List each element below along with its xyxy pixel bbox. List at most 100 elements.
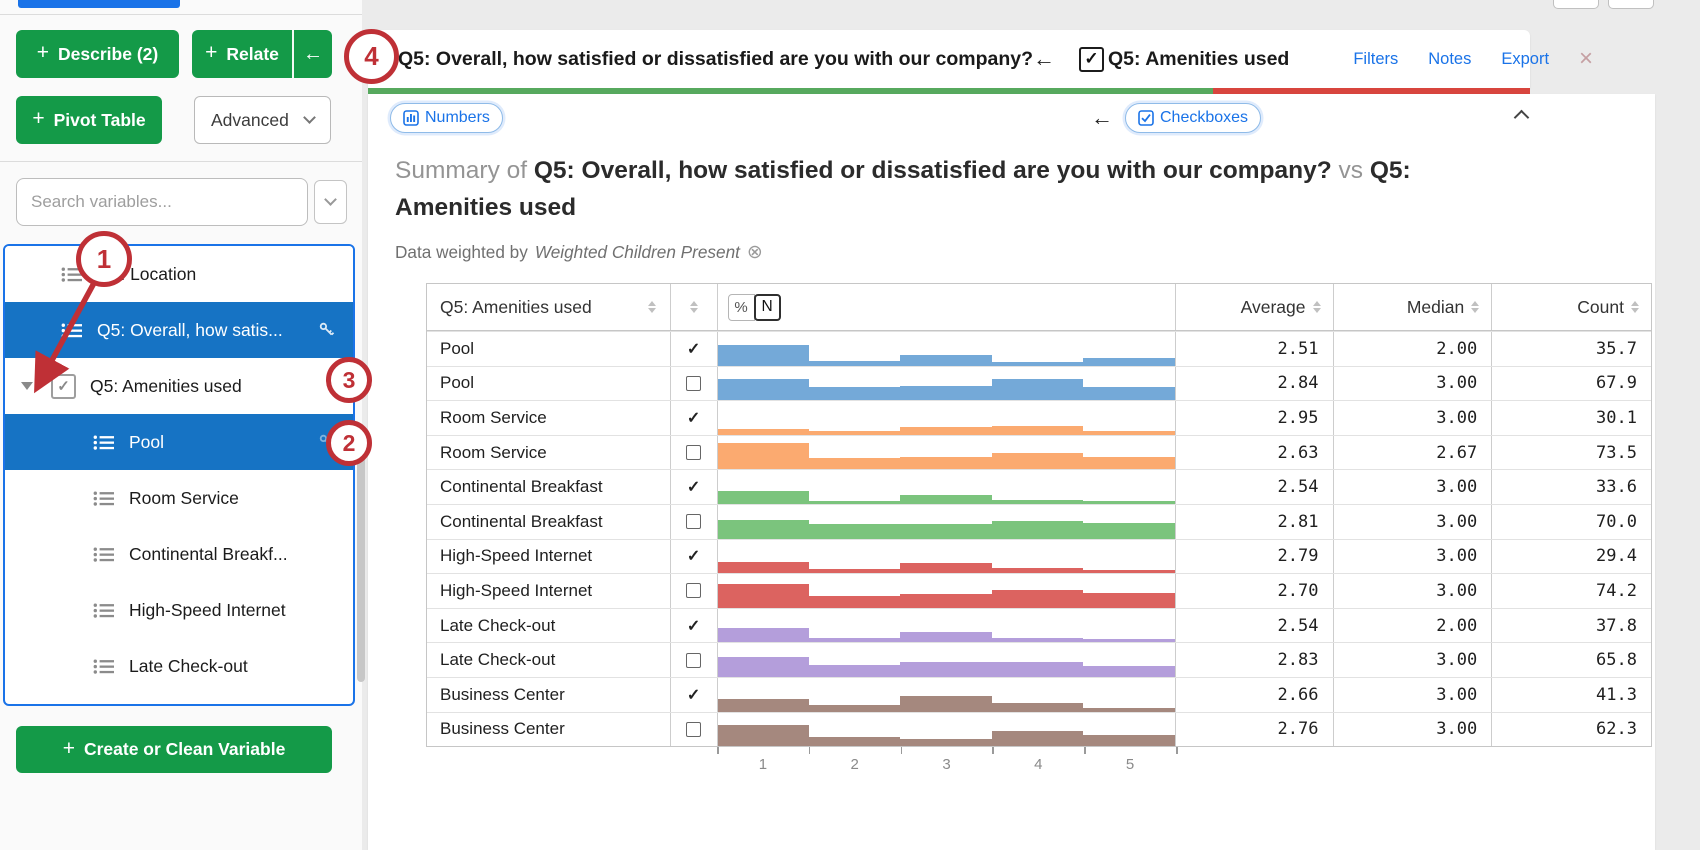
column-header-histogram: % N <box>718 284 1176 330</box>
describe-button[interactable]: + Describe (2) <box>16 30 179 78</box>
row-label: High-Speed Internet <box>440 546 593 566</box>
collapse-chevron-up-icon[interactable] <box>1513 109 1530 126</box>
sort-icon[interactable] <box>1312 301 1321 313</box>
sidebar-item-continental-breakf[interactable]: Continental Breakf... <box>5 526 353 582</box>
sidebar-item-pool[interactable]: Pool <box>5 414 353 470</box>
relate-button[interactable]: + Relate <box>192 30 294 78</box>
row-histogram-cell <box>717 643 1176 677</box>
n-toggle-option[interactable]: N <box>753 293 781 321</box>
categorical-variable-icon <box>61 266 83 283</box>
column-header-count: Count <box>1492 284 1651 330</box>
sidebar-item-q3-location[interactable]: Q3: Location <box>5 246 353 302</box>
row-selection-cell <box>671 643 718 677</box>
summary-title: Summary of Q5: Overall, how satisfied or… <box>395 152 1515 226</box>
row-median-cell: 3.00 <box>1334 504 1493 539</box>
summary-var1: Q5: Overall, how satisfied or dissatisfi… <box>533 157 1332 184</box>
weight-chip: Data weighted by Weighted Children Prese… <box>395 241 763 264</box>
plus-icon: + <box>62 736 75 760</box>
histogram-bar <box>1083 735 1175 747</box>
pivot-table-button[interactable]: + Pivot Table <box>16 96 162 144</box>
average-value: 2.63 <box>1277 442 1319 463</box>
row-average-cell: 2.51 <box>1176 332 1334 366</box>
average-value: 2.70 <box>1277 580 1319 601</box>
average-value: 2.76 <box>1277 719 1319 740</box>
remove-weight-icon[interactable]: ⊗ <box>746 242 763 263</box>
relate-back-button[interactable]: ← <box>294 30 332 78</box>
axis-tick <box>900 747 903 755</box>
pivot-table-button-label: Pivot Table <box>53 109 146 130</box>
row-label-cell: Late Check-out <box>427 643 671 677</box>
histogram-bar <box>1083 431 1175 435</box>
histogram-bar <box>808 569 901 574</box>
back-arrow-icon[interactable]: ← <box>1033 46 1055 71</box>
average-value: 2.51 <box>1277 338 1319 359</box>
row-average-cell: 2.76 <box>1176 712 1334 747</box>
row-average-cell: 2.70 <box>1176 574 1334 608</box>
tab-numbers[interactable]: Numbers <box>390 103 503 133</box>
sidebar-item-room-service[interactable]: Room Service <box>5 470 353 526</box>
axis-tick <box>808 747 811 755</box>
row-histogram-cell <box>717 677 1176 712</box>
table-row: Pool 2.84 3.00 67.9 <box>427 365 1651 401</box>
primary-variable-underline <box>368 88 1213 94</box>
histogram-bar <box>991 361 1084 366</box>
row-histogram-cell <box>717 504 1176 539</box>
axis-tick-label: 3 <box>942 756 951 774</box>
sort-icon[interactable] <box>647 301 656 313</box>
export-link[interactable]: Export <box>1501 49 1550 68</box>
search-input[interactable] <box>16 178 308 226</box>
tab-checkboxes[interactable]: Checkboxes <box>1125 103 1262 133</box>
column-header-average: Average <box>1176 284 1334 330</box>
relate-button-group: + Relate ← <box>192 30 332 78</box>
chevron-down-icon <box>303 111 316 124</box>
histogram-bar <box>808 500 901 504</box>
sidebar-item-high-speed-internet[interactable]: High-Speed Internet <box>5 582 353 638</box>
sort-icon[interactable] <box>689 301 698 313</box>
histogram-bar <box>717 442 809 470</box>
checkbox-variable-icon[interactable]: ✓ <box>1079 46 1104 72</box>
histogram-bar <box>1083 569 1175 574</box>
histogram-bar <box>900 354 992 366</box>
median-value: 3.00 <box>1436 407 1478 428</box>
histogram-bar <box>717 725 809 747</box>
row-average-cell: 2.66 <box>1176 677 1334 712</box>
histogram-bar <box>1083 592 1175 608</box>
row-label: Late Check-out <box>440 615 556 635</box>
row-count-cell: 33.6 <box>1492 470 1651 504</box>
sidebar-item-late-check-out[interactable]: Late Check-out <box>5 638 353 694</box>
summary-var2: Q5: Amenities used <box>395 157 1411 221</box>
create-or-clean-variable-button[interactable]: + Create or Clean Variable <box>16 726 332 773</box>
notes-link[interactable]: Notes <box>1428 49 1472 68</box>
row-selection-cell <box>671 366 718 401</box>
active-tab-fragment[interactable] <box>18 0 180 8</box>
window-button-fragment[interactable] <box>1553 0 1599 9</box>
disclosure-triangle-icon[interactable] <box>21 382 33 390</box>
histogram-bar <box>900 427 992 435</box>
summary-table: Q5: Amenities used% N Average Median Count Po… <box>426 283 1652 748</box>
filters-link[interactable]: Filters <box>1353 49 1399 68</box>
row-median-cell: 3.00 <box>1334 643 1493 677</box>
key-icon <box>319 322 335 338</box>
percent-n-toggle[interactable]: % N <box>727 293 781 321</box>
window-button-fragment[interactable] <box>1608 0 1654 9</box>
back-arrow-icon[interactable]: ← <box>1091 105 1113 130</box>
histogram-bar <box>1083 457 1175 470</box>
row-selection-cell: ✓ <box>671 608 718 643</box>
average-value: 2.54 <box>1277 615 1319 636</box>
row-label: Room Service <box>440 407 547 427</box>
histogram-bar <box>900 524 992 539</box>
search-options-dropdown[interactable] <box>314 180 347 224</box>
sidebar-item-q5-overall-how-satis[interactable]: Q5: Overall, how satis... <box>5 302 353 358</box>
advanced-dropdown[interactable]: Advanced <box>194 96 331 144</box>
histogram-bar <box>900 593 992 608</box>
average-value: 2.95 <box>1277 407 1319 428</box>
close-icon[interactable]: × <box>1579 45 1594 72</box>
percent-toggle-option[interactable]: % <box>727 293 755 321</box>
sort-icon[interactable] <box>1471 301 1480 313</box>
column-header-median: Median <box>1334 284 1493 330</box>
tab-numbers-label: Numbers <box>425 109 490 126</box>
sort-icon[interactable] <box>1631 301 1639 313</box>
row-label: Continental Breakfast <box>440 511 603 531</box>
row-median-cell: 3.00 <box>1334 401 1493 435</box>
sidebar-scrollbar[interactable] <box>357 445 365 682</box>
